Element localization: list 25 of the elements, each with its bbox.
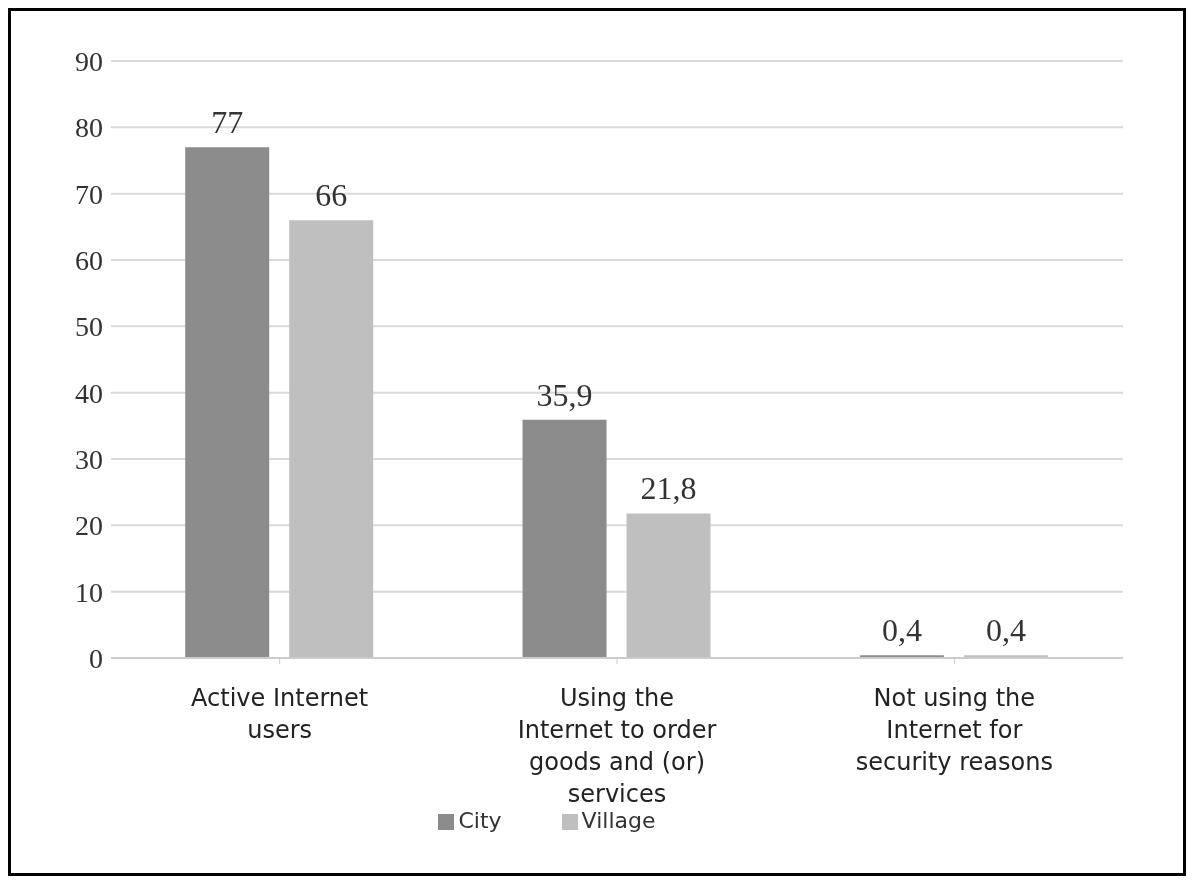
y-tick-label: 40	[75, 377, 103, 409]
x-tick-label: Active Internet users	[191, 684, 369, 744]
y-tick-label: 0	[89, 642, 103, 674]
data-label: 66	[315, 177, 348, 214]
y-tick-label: 80	[75, 112, 103, 144]
x-tick-label: Not using the Internet for security reasons	[855, 684, 1053, 776]
y-tick-label: 60	[75, 244, 103, 276]
y-tick-label: 50	[75, 311, 103, 343]
bar	[626, 513, 711, 658]
bar	[522, 419, 607, 658]
y-tick-label: 10	[75, 576, 103, 608]
legend-label: City	[458, 808, 502, 833]
x-tick-label: Using the Internet to order goods and (or) services	[517, 684, 717, 808]
legend-label: Village	[581, 808, 656, 833]
y-tick-label: 90	[75, 45, 103, 77]
y-tick-label: 20	[75, 510, 103, 542]
data-label: 21,8	[640, 470, 697, 507]
bar	[289, 220, 374, 658]
y-tick-label: 30	[75, 443, 103, 475]
data-label: 0,4	[985, 612, 1026, 649]
y-tick-label: 70	[75, 178, 103, 210]
data-label: 77	[211, 104, 244, 141]
data-label: 35,9	[536, 376, 593, 413]
bar	[185, 147, 270, 658]
data-label: 0,4	[881, 612, 922, 649]
